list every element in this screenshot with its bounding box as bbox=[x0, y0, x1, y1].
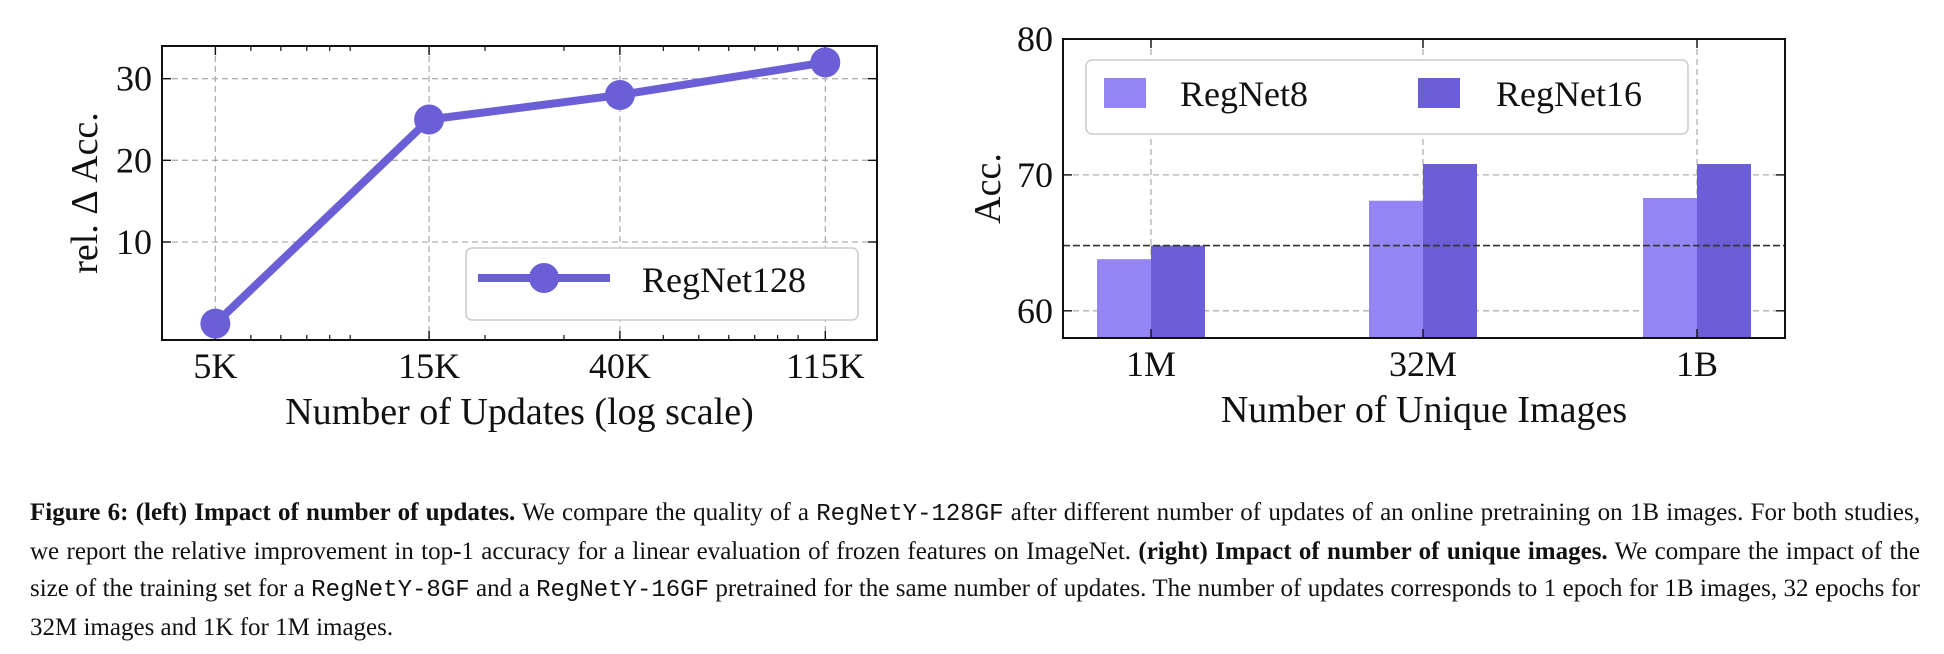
plot-frame bbox=[1062, 38, 1786, 339]
caption-model-name: RegNetY-8GF bbox=[311, 577, 470, 604]
legend-swatch-regnet16 bbox=[1418, 78, 1460, 108]
caption-model-name: RegNetY-16GF bbox=[536, 577, 709, 604]
data-point bbox=[810, 47, 841, 78]
y-tick-label: 10 bbox=[116, 222, 152, 262]
caption-figure-label: Figure 6: bbox=[30, 499, 129, 526]
figure-caption: Figure 6: (left) Impact of number of upd… bbox=[30, 494, 1920, 646]
legend-swatch-regnet8 bbox=[1104, 78, 1146, 108]
legend-label: RegNet128 bbox=[642, 260, 806, 300]
y-axis-label: rel. Δ Acc. bbox=[64, 112, 106, 274]
bar-regnet8 bbox=[1643, 198, 1697, 338]
y-tick-label: 80 bbox=[1017, 19, 1053, 59]
bar-regnet16 bbox=[1697, 164, 1751, 338]
x-tick-label: 32M bbox=[1389, 344, 1457, 384]
figure: 5K 15K 40K 115K 10 20 30 Number of Updates (log… bbox=[64, 19, 1786, 433]
caption-right-tag: (right) Impact of number of unique image… bbox=[1138, 538, 1608, 565]
bar-regnet16 bbox=[1151, 245, 1205, 338]
caption-model-name: RegNetY-128GF bbox=[816, 501, 1004, 528]
y-tick-label: 30 bbox=[116, 59, 152, 99]
legend-box bbox=[1085, 59, 1689, 135]
bar-regnet16 bbox=[1423, 164, 1477, 338]
caption-text: We compare the impact of the size of the… bbox=[30, 538, 1920, 602]
y-tick-label: 20 bbox=[116, 140, 152, 180]
caption-left-tag: (left) Impact of number of updates. bbox=[135, 499, 516, 526]
x-tick-label: 115K bbox=[786, 346, 865, 386]
plot-frame bbox=[161, 45, 878, 341]
caption-text: We compare the quality of a bbox=[515, 499, 817, 526]
data-point bbox=[414, 104, 445, 135]
x-tick-label: 40K bbox=[589, 346, 651, 386]
left-chart-updates: 5K 15K 40K 115K 10 20 30 Number of Updates (log… bbox=[64, 45, 878, 433]
caption-text: after different number of updates of an … bbox=[30, 499, 1921, 565]
x-tick-label: 1B bbox=[1676, 344, 1718, 384]
caption-text: pretrained for the same number of update… bbox=[30, 575, 1920, 641]
caption-text: and a bbox=[469, 575, 537, 602]
legend-box bbox=[465, 247, 859, 321]
y-axis-label: Acc. bbox=[967, 153, 1009, 224]
x-axis-label: Number of Unique Images bbox=[1221, 389, 1627, 431]
right-chart-unique-images: 1M 32M 1B 60 70 80 Number of Unique Images Acc.… bbox=[967, 19, 1786, 431]
y-tick-label: 70 bbox=[1017, 155, 1053, 195]
legend-label: RegNet16 bbox=[1496, 74, 1642, 114]
x-tick-label: 1M bbox=[1126, 344, 1176, 384]
legend-label: RegNet8 bbox=[1180, 74, 1308, 114]
data-point bbox=[604, 80, 635, 110]
x-tick-label: 5K bbox=[193, 346, 237, 386]
x-axis-label: Number of Updates (log scale) bbox=[285, 391, 754, 433]
bar-regnet8 bbox=[1369, 200, 1423, 338]
legend-marker-regnet128 bbox=[529, 263, 559, 293]
x-tick-label: 15K bbox=[398, 346, 460, 386]
data-point bbox=[200, 308, 231, 339]
series-line-regnet128 bbox=[212, 58, 826, 327]
y-tick-label: 60 bbox=[1017, 291, 1053, 331]
bar-regnet8 bbox=[1097, 259, 1151, 338]
